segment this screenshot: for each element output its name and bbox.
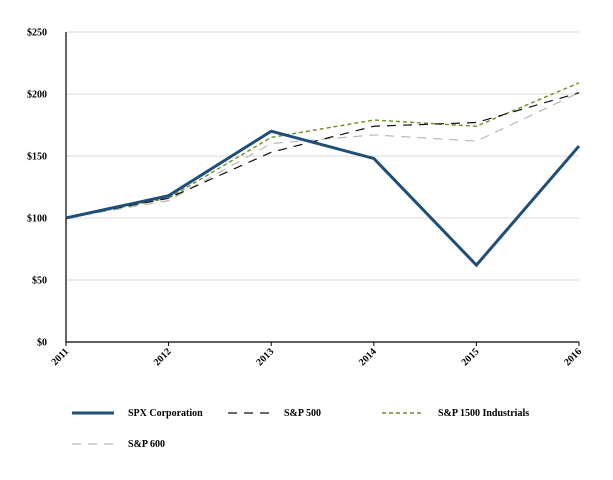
gridlines xyxy=(66,31,579,281)
x-tick-label: 2015 xyxy=(460,346,482,368)
series-line-s-p-600 xyxy=(65,92,580,219)
y-tick-label: $150 xyxy=(27,152,47,163)
x-axis-ticks: 2011 2012 2013 2014 2015 2016 xyxy=(50,342,584,368)
series-line-s-p-500 xyxy=(65,92,580,219)
legend-item: S&P 1500 Industrials xyxy=(382,405,529,421)
axes xyxy=(65,32,579,343)
y-tick-label: $250 xyxy=(27,28,47,39)
y-tick-label: $0 xyxy=(37,338,47,349)
x-tick-label: 2016 xyxy=(562,346,584,368)
legend-item: S&P 500 xyxy=(228,405,321,421)
legend-label: S&P 500 xyxy=(284,407,321,419)
x-tick-label: 2014 xyxy=(357,346,379,368)
y-tick-label: $50 xyxy=(32,276,47,287)
legend-swatch xyxy=(72,443,114,445)
legend-item: SPX Corporation xyxy=(72,405,203,421)
y-axis-ticks: $0 $50 $100 $150 $200 $250 xyxy=(27,28,47,349)
legend-label: SPX Corporation xyxy=(128,407,203,419)
legend-swatch xyxy=(228,412,270,414)
legend-label: S&P 600 xyxy=(128,438,165,450)
legend-item: S&P 600 xyxy=(72,436,165,452)
x-tick-label: 2011 xyxy=(50,346,72,368)
legend-swatch xyxy=(382,412,424,414)
series-line-spx-corporation xyxy=(65,129,581,268)
legend-label: S&P 1500 Industrials xyxy=(438,407,530,419)
series-line-s-p-1500-industrials xyxy=(65,82,580,219)
y-tick-label: $100 xyxy=(27,214,47,225)
x-tick-label: 2012 xyxy=(152,346,174,368)
y-tick-label: $200 xyxy=(27,90,47,101)
x-tick-label: 2013 xyxy=(254,346,276,368)
series-lines xyxy=(65,82,581,268)
legend-swatch xyxy=(72,411,114,415)
